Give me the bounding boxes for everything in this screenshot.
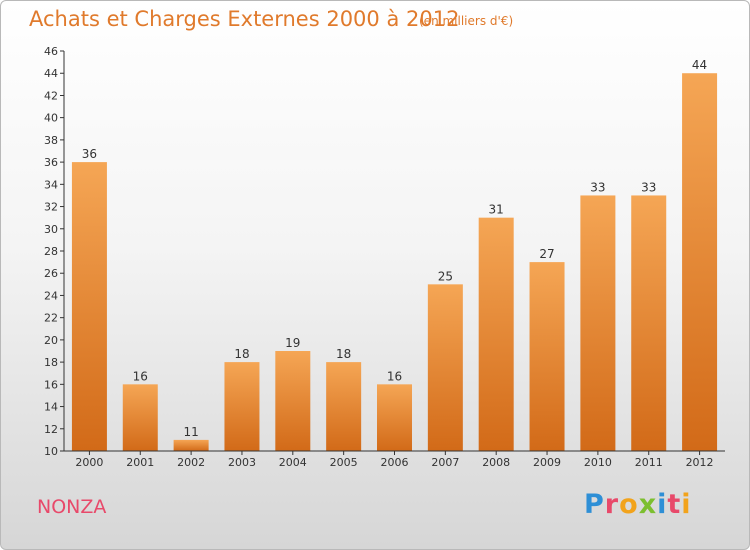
chart-title: Achats et Charges Externes 2000 à 2012 [29, 7, 460, 31]
logo-letter: P [584, 489, 605, 520]
y-tick-label: 32 [44, 201, 58, 214]
bar-2002 [173, 439, 209, 451]
data-label-2011: 33 [641, 180, 656, 194]
x-tick-label-2000: 2000 [75, 456, 103, 469]
logo-letter: x [638, 489, 658, 520]
data-label-2008: 31 [489, 203, 504, 217]
data-label-2001: 16 [133, 369, 148, 383]
y-tick-label: 16 [44, 378, 58, 391]
data-label-2012: 44 [692, 58, 707, 72]
bars [71, 73, 718, 451]
data-label-2003: 18 [234, 347, 249, 361]
y-tick-label: 34 [44, 178, 58, 191]
bar-2011 [631, 195, 667, 451]
x-tick-label-2006: 2006 [381, 456, 409, 469]
x-tick-label-2008: 2008 [482, 456, 510, 469]
logo-letter: r [604, 489, 620, 520]
y-tick-label: 38 [44, 134, 58, 147]
x-axis: 2000 2001 2002 2003 2004 2005 2006 2007 2008 2009… [64, 450, 725, 469]
bar-2010 [580, 195, 616, 451]
bar-2005 [326, 362, 362, 451]
data-label-2006: 16 [387, 369, 402, 383]
x-tick-label-2010: 2010 [584, 456, 612, 469]
logo-letter: o [619, 489, 639, 520]
proxiti-logo: Proxiti [584, 489, 692, 520]
y-tick-label: 18 [44, 356, 58, 369]
bar-2009 [529, 262, 565, 451]
data-labels: 36 16 11 18 19 18 16 25 31 27 33 33 44 [82, 58, 707, 439]
data-label-2000: 36 [82, 147, 97, 161]
commune-name: NONZA [37, 496, 107, 518]
x-tick-label-2012: 2012 [686, 456, 714, 469]
x-tick-label-2009: 2009 [533, 456, 561, 469]
y-axis: 10 12 14 16 18 20 22 24 26 28 30 32 34 36 38 40 42 44 46 [44, 45, 65, 458]
y-tick-label: 26 [44, 267, 58, 280]
data-label-2010: 33 [590, 180, 605, 194]
y-tick-label: 20 [44, 334, 58, 347]
y-tick-label: 24 [44, 289, 58, 302]
x-tick-label-2003: 2003 [228, 456, 256, 469]
logo-letter: i [657, 489, 668, 520]
y-tick-label: 44 [44, 67, 58, 80]
data-label-2007: 25 [438, 269, 453, 283]
y-tick-label: 10 [44, 445, 58, 458]
bar-2004 [275, 351, 311, 451]
x-tick-label-2005: 2005 [330, 456, 358, 469]
x-tick-label-2007: 2007 [431, 456, 459, 469]
data-label-2002: 11 [183, 425, 198, 439]
data-label-2009: 27 [539, 247, 554, 261]
logo-letter: i [681, 489, 692, 520]
y-tick-label: 22 [44, 312, 58, 325]
bar-2001 [122, 384, 158, 451]
data-label-2004: 19 [285, 336, 300, 350]
data-label-2005: 18 [336, 347, 351, 361]
bar-2012 [682, 73, 718, 451]
y-tick-label: 46 [44, 45, 58, 58]
y-tick-label: 28 [44, 245, 58, 258]
x-tick-label-2002: 2002 [177, 456, 205, 469]
x-tick-label-2011: 2011 [635, 456, 663, 469]
unit-note: (en milliers d'€) [419, 14, 514, 28]
y-tick-label: 12 [44, 423, 58, 436]
bar-2003 [224, 362, 260, 451]
y-tick-label: 42 [44, 89, 58, 102]
bar-2000 [71, 162, 107, 451]
y-tick-label: 36 [44, 156, 58, 169]
bar-2008 [478, 217, 514, 451]
y-tick-label: 30 [44, 223, 58, 236]
bar-2006 [377, 384, 412, 451]
x-tick-label-2004: 2004 [279, 456, 307, 469]
logo-letter: t [667, 489, 682, 520]
y-tick-label: 14 [44, 401, 58, 414]
bar-2007 [427, 284, 463, 451]
y-tick-label: 40 [44, 112, 58, 125]
x-tick-label-2001: 2001 [126, 456, 154, 469]
